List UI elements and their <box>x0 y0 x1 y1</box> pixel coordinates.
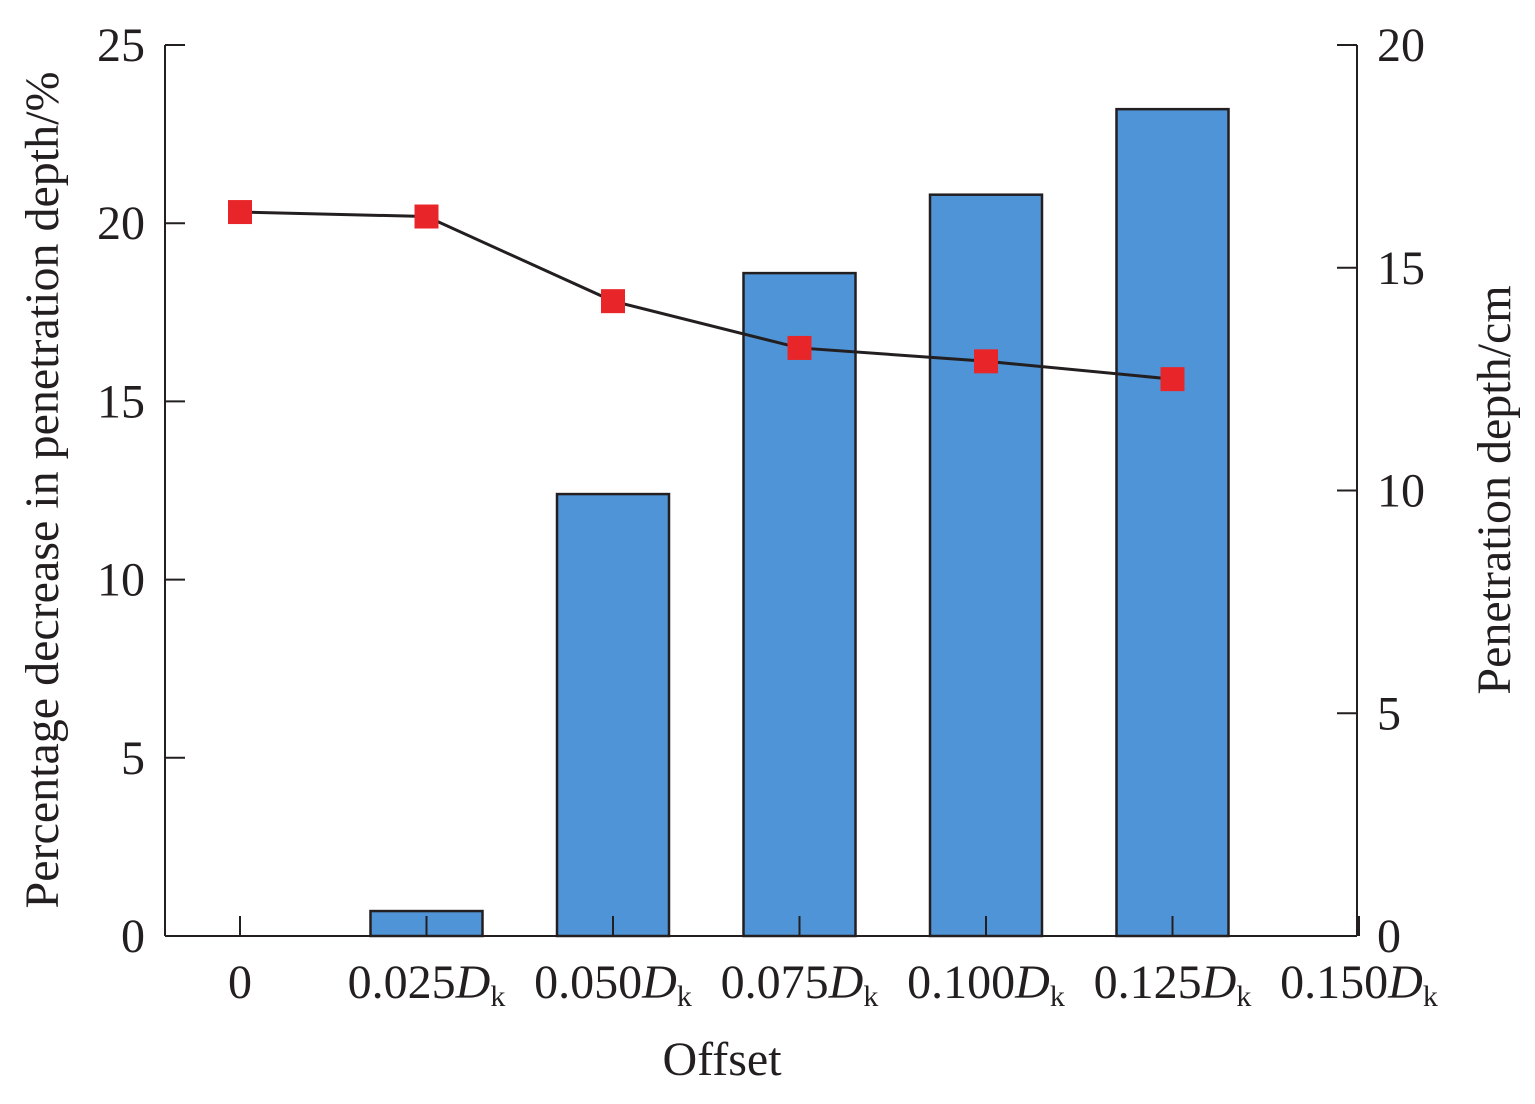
line-marker-0 <box>228 200 252 225</box>
line-series <box>228 200 1185 392</box>
y-left-tick-label: 0 <box>121 910 145 963</box>
x-tick-label: 0.150Dk <box>1280 956 1438 1013</box>
line-marker-5 <box>1160 367 1185 392</box>
x-tick-label: 0.050Dk <box>534 956 692 1013</box>
x-tick-label: 0.100Dk <box>907 956 1065 1013</box>
line-marker-2 <box>601 289 625 314</box>
bar-2 <box>555 492 671 938</box>
y-axis-left-title: Percentage decrease in penetration depth… <box>16 72 69 909</box>
x-tick-label: 0.075Dk <box>721 956 879 1013</box>
y-right-tick-label: 15 <box>1377 242 1425 295</box>
x-tick-label: 0 <box>228 956 252 1009</box>
x-tick-label: 0.025Dk <box>348 956 506 1013</box>
bar-5 <box>1115 107 1230 938</box>
y-axis-right-title: Penetration depth/cm <box>1468 285 1521 694</box>
y-left-tick-label: 5 <box>121 732 145 785</box>
x-tick-label: 0.125Dk <box>1094 956 1252 1013</box>
axes: 0 5 10 15 20 25 0 5 10 15 20 0 0.025Dk 0.050Dk 0.075Dk… <box>97 19 1438 1013</box>
penetration-depth-line <box>239 210 1173 381</box>
y-left-tick-label: 10 <box>97 554 145 607</box>
y-right-tick-label: 0 <box>1377 910 1401 963</box>
y-right-tick-label: 5 <box>1377 687 1401 740</box>
bar-series <box>369 107 1230 938</box>
bar-4 <box>928 193 1044 938</box>
y-right-tick-label: 20 <box>1377 19 1425 72</box>
y-left-tick-label: 15 <box>97 375 145 428</box>
y-right-tick-label: 10 <box>1377 465 1425 518</box>
x-axis-title: Offset <box>662 1033 782 1086</box>
bar-3 <box>742 271 857 938</box>
line-marker-1 <box>414 204 439 229</box>
y-left-tick-label: 20 <box>97 197 145 250</box>
line-marker-3 <box>787 335 812 360</box>
y-left-tick-label: 25 <box>97 19 145 72</box>
line-marker-4 <box>974 349 998 374</box>
